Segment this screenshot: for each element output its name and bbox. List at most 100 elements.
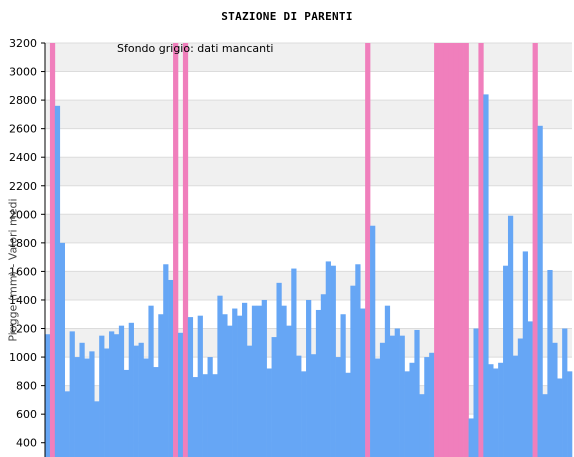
data-bar bbox=[69, 331, 75, 457]
y-tick-label: 1400 bbox=[9, 294, 37, 307]
data-bar bbox=[567, 371, 573, 457]
data-bar bbox=[286, 325, 292, 457]
y-tick-label: 800 bbox=[16, 380, 37, 393]
data-bar bbox=[113, 334, 120, 457]
data-bar bbox=[74, 357, 80, 457]
data-bar bbox=[512, 355, 519, 457]
y-axis-label: Piogge (mm) - Valori medi bbox=[6, 198, 20, 342]
missing-data-marker bbox=[463, 43, 469, 457]
data-bar bbox=[133, 345, 139, 457]
data-bar bbox=[59, 242, 66, 457]
grid-band bbox=[45, 157, 572, 186]
data-bar bbox=[330, 265, 336, 457]
data-bar bbox=[177, 332, 184, 457]
data-bar bbox=[527, 321, 533, 457]
data-bar bbox=[227, 325, 233, 457]
data-bar bbox=[306, 299, 312, 457]
y-tick-label: 3000 bbox=[9, 66, 37, 79]
data-bar bbox=[379, 342, 386, 457]
data-bar bbox=[217, 295, 223, 457]
data-bar bbox=[488, 364, 494, 457]
data-bar bbox=[291, 268, 297, 457]
data-bar bbox=[54, 105, 61, 457]
data-bar bbox=[212, 374, 218, 457]
data-bar bbox=[315, 309, 322, 457]
data-bar bbox=[296, 355, 302, 457]
missing-data-note: Sfondo grigio: dati mancanti bbox=[117, 42, 274, 55]
data-bar bbox=[281, 305, 287, 457]
y-tick-label: 2200 bbox=[9, 180, 37, 193]
data-bar bbox=[335, 357, 341, 457]
data-bar bbox=[256, 305, 263, 457]
data-bar bbox=[384, 305, 391, 457]
grid-band bbox=[45, 100, 572, 129]
data-bar bbox=[163, 264, 169, 457]
y-tick-label: 1600 bbox=[9, 265, 37, 278]
grid-band bbox=[45, 128, 572, 158]
data-bar bbox=[374, 358, 381, 457]
data-bar bbox=[84, 358, 90, 457]
chart-title: STAZIONE DI PARENTI bbox=[221, 10, 353, 23]
data-bar bbox=[325, 261, 331, 457]
grid-band bbox=[45, 271, 572, 300]
data-bar bbox=[104, 348, 110, 457]
missing-data-marker bbox=[448, 43, 455, 457]
data-bar bbox=[109, 331, 115, 457]
y-tick-label: 3200 bbox=[9, 37, 37, 50]
data-bar bbox=[237, 315, 243, 457]
data-bar bbox=[192, 377, 198, 457]
missing-data-marker bbox=[458, 43, 464, 457]
data-bar bbox=[498, 362, 504, 457]
y-tick-label: 600 bbox=[16, 408, 37, 421]
y-tick-label: 400 bbox=[16, 437, 37, 450]
grid-band bbox=[45, 214, 572, 243]
data-bar bbox=[345, 372, 351, 457]
data-bar bbox=[404, 371, 410, 457]
data-bar bbox=[276, 282, 282, 457]
data-bar bbox=[148, 305, 154, 457]
data-bar bbox=[310, 354, 317, 457]
data-bar bbox=[503, 265, 509, 457]
data-bar bbox=[414, 329, 420, 457]
data-bar bbox=[251, 305, 258, 457]
data-bar bbox=[242, 302, 248, 457]
data-bar bbox=[340, 314, 346, 457]
data-bar bbox=[370, 225, 376, 457]
data-bar bbox=[143, 358, 149, 457]
y-tick-label: 1000 bbox=[9, 351, 37, 364]
data-bar bbox=[507, 215, 514, 457]
missing-data-marker bbox=[365, 43, 371, 457]
data-bar bbox=[64, 391, 70, 457]
data-bar bbox=[138, 342, 144, 457]
data-bar bbox=[232, 308, 238, 457]
y-tick-label: 2400 bbox=[9, 151, 37, 164]
data-bar bbox=[271, 337, 277, 457]
missing-data-marker bbox=[453, 43, 460, 457]
y-tick-label: 2800 bbox=[9, 94, 37, 107]
data-bar bbox=[419, 394, 425, 457]
data-bar bbox=[94, 401, 100, 457]
data-bar bbox=[222, 314, 228, 457]
data-bar bbox=[424, 357, 430, 457]
data-bar bbox=[355, 264, 361, 457]
data-bar bbox=[493, 368, 499, 457]
y-tick-label: 1200 bbox=[9, 323, 37, 336]
data-bar bbox=[246, 345, 253, 457]
missing-data-marker bbox=[439, 43, 445, 457]
data-bar bbox=[168, 279, 174, 457]
data-bar bbox=[99, 335, 105, 457]
data-bar bbox=[360, 308, 366, 457]
missing-data-marker bbox=[443, 43, 450, 457]
grid-band bbox=[45, 242, 572, 272]
data-bar bbox=[537, 125, 543, 457]
data-bar bbox=[409, 362, 415, 457]
data-bar bbox=[128, 322, 134, 457]
missing-data-marker bbox=[173, 43, 179, 457]
data-bar bbox=[522, 251, 528, 457]
data-bar bbox=[542, 394, 548, 457]
data-bar bbox=[187, 317, 194, 457]
data-bar bbox=[399, 335, 405, 457]
data-bar bbox=[45, 334, 51, 457]
data-bar bbox=[429, 352, 435, 457]
